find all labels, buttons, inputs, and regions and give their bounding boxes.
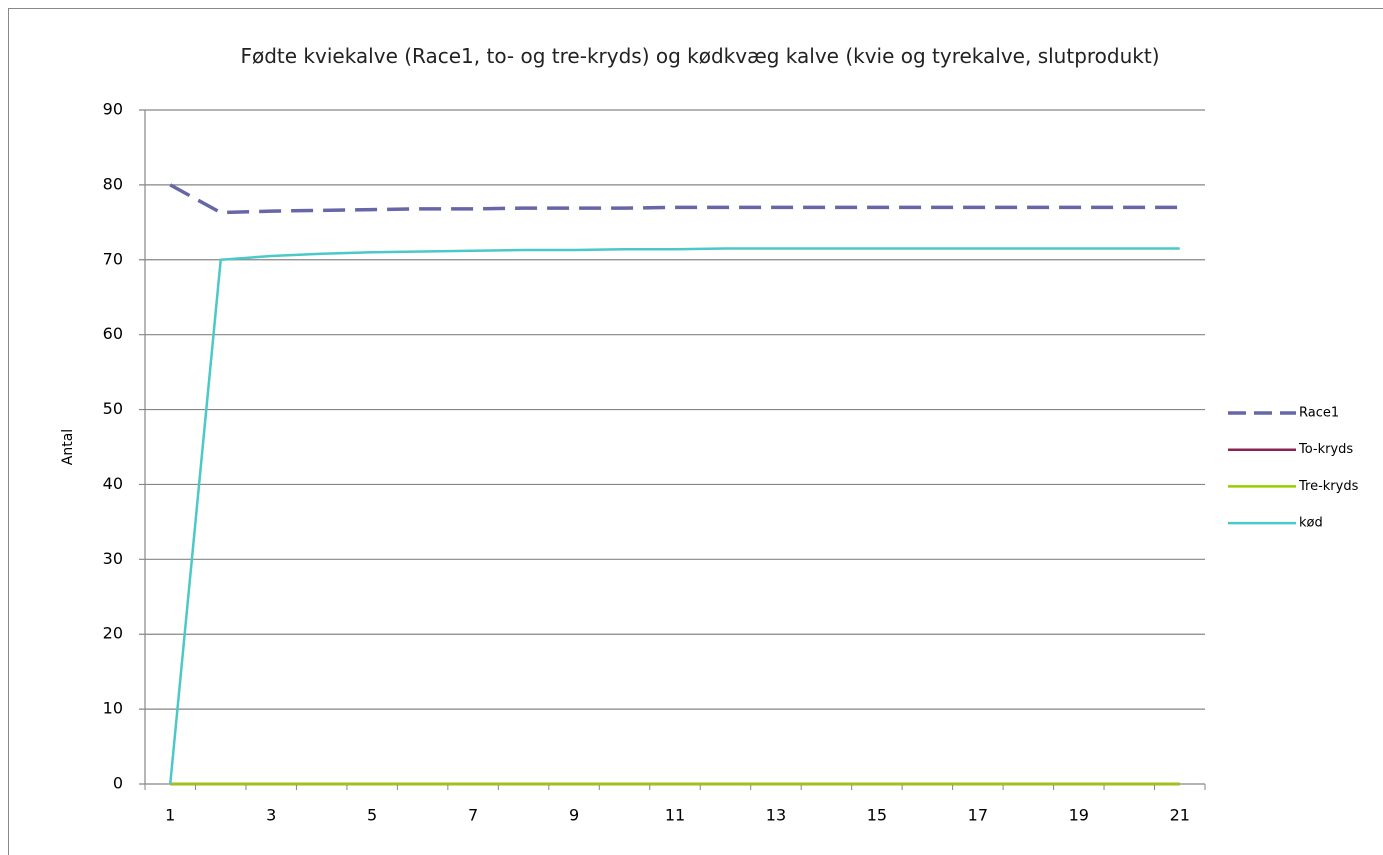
x-tick-label: 3 — [266, 806, 276, 825]
y-tick-label: 90 — [103, 100, 123, 119]
series-line — [169, 183, 1180, 215]
legend-label: Tre-kryds — [1298, 479, 1359, 494]
chart-title: Fødte kviekalve (Race1, to- og tre-kryds… — [240, 44, 1160, 68]
y-axis-label: Antal — [60, 429, 76, 465]
chart-frame — [8, 8, 1383, 855]
legend-label: Race1 — [1299, 406, 1339, 421]
y-tick-label: 60 — [103, 324, 123, 343]
y-tick-label: 20 — [103, 624, 123, 643]
x-tick-label: 17 — [968, 806, 988, 825]
x-tick-label: 21 — [1170, 806, 1190, 825]
y-tick-label: 70 — [103, 249, 123, 268]
y-tick-label: 40 — [103, 474, 123, 493]
x-tick-label: 7 — [468, 806, 478, 825]
x-tick-label: 13 — [766, 806, 786, 825]
x-tick-label: 1 — [165, 806, 175, 825]
x-tick-label: 9 — [569, 806, 579, 825]
legend-label: kød — [1299, 516, 1323, 531]
y-tick-label: 10 — [103, 699, 123, 718]
y-tick-label: 30 — [103, 549, 123, 568]
series-line — [168, 247, 1180, 785]
x-tick-label: 19 — [1069, 806, 1089, 825]
x-tick-label: 5 — [367, 806, 377, 825]
x-tick-label: 11 — [665, 806, 685, 825]
y-tick-label: 50 — [103, 399, 123, 418]
x-tick-label: 15 — [867, 806, 887, 825]
legend-label: To-kryds — [1298, 442, 1353, 457]
y-tick-label: 0 — [113, 774, 123, 793]
y-tick-label: 80 — [103, 174, 123, 193]
